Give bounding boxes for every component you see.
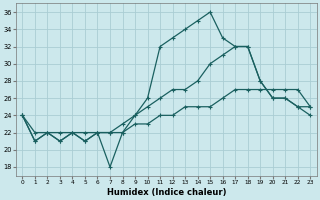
X-axis label: Humidex (Indice chaleur): Humidex (Indice chaleur) <box>107 188 226 197</box>
